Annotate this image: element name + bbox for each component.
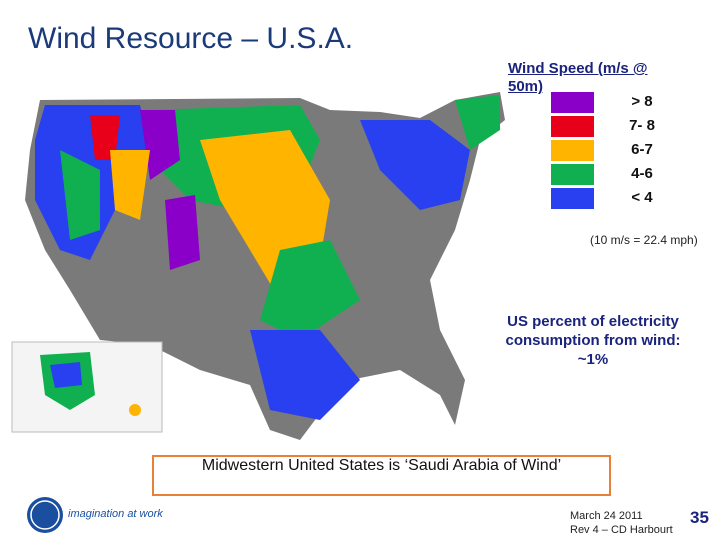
banner: Midwestern United States is ‘Saudi Arabi… bbox=[152, 455, 611, 496]
legend-note: (10 m/s = 22.4 mph) bbox=[590, 233, 698, 247]
legend-swatch bbox=[551, 188, 594, 209]
map-patch bbox=[360, 120, 470, 210]
legend-label: < 4 bbox=[631, 189, 653, 206]
map-patch bbox=[140, 110, 180, 180]
tagline: imagination at work bbox=[68, 508, 163, 520]
callout-line: US percent of electricity bbox=[507, 313, 679, 330]
legend-title: Wind Speed (m/s @ 50m) bbox=[508, 60, 648, 95]
hawaii bbox=[129, 404, 141, 416]
title: Wind Resource – U.S.A. bbox=[28, 22, 354, 55]
revision: Rev 4 – CD Harbourt bbox=[570, 524, 673, 536]
legend-swatch bbox=[551, 140, 594, 161]
map-patch bbox=[165, 195, 200, 270]
ge-logo-ring bbox=[30, 500, 60, 530]
legend-swatch bbox=[551, 164, 594, 185]
legend-label: 6-7 bbox=[631, 141, 653, 158]
callout: US percent of electricity consumption fro… bbox=[478, 312, 708, 369]
map-patch bbox=[260, 240, 360, 340]
ge-logo bbox=[27, 497, 63, 533]
map-patch bbox=[60, 150, 100, 240]
map-patch bbox=[90, 115, 120, 160]
map-patch bbox=[250, 330, 360, 420]
legend-swatch bbox=[551, 116, 594, 137]
legend-swatch bbox=[551, 92, 594, 113]
legend-label: 7- 8 bbox=[629, 117, 655, 134]
alaska-patch bbox=[50, 362, 82, 388]
legend-label: > 8 bbox=[631, 93, 653, 110]
map-patch bbox=[110, 150, 150, 220]
page-number: 35 bbox=[690, 508, 709, 527]
callout-line: consumption from wind: bbox=[505, 332, 681, 349]
legend-label: 4-6 bbox=[631, 165, 653, 182]
map-patch bbox=[455, 95, 500, 150]
callout-line: ~1% bbox=[577, 351, 609, 368]
date: March 24 2011 bbox=[570, 510, 643, 522]
